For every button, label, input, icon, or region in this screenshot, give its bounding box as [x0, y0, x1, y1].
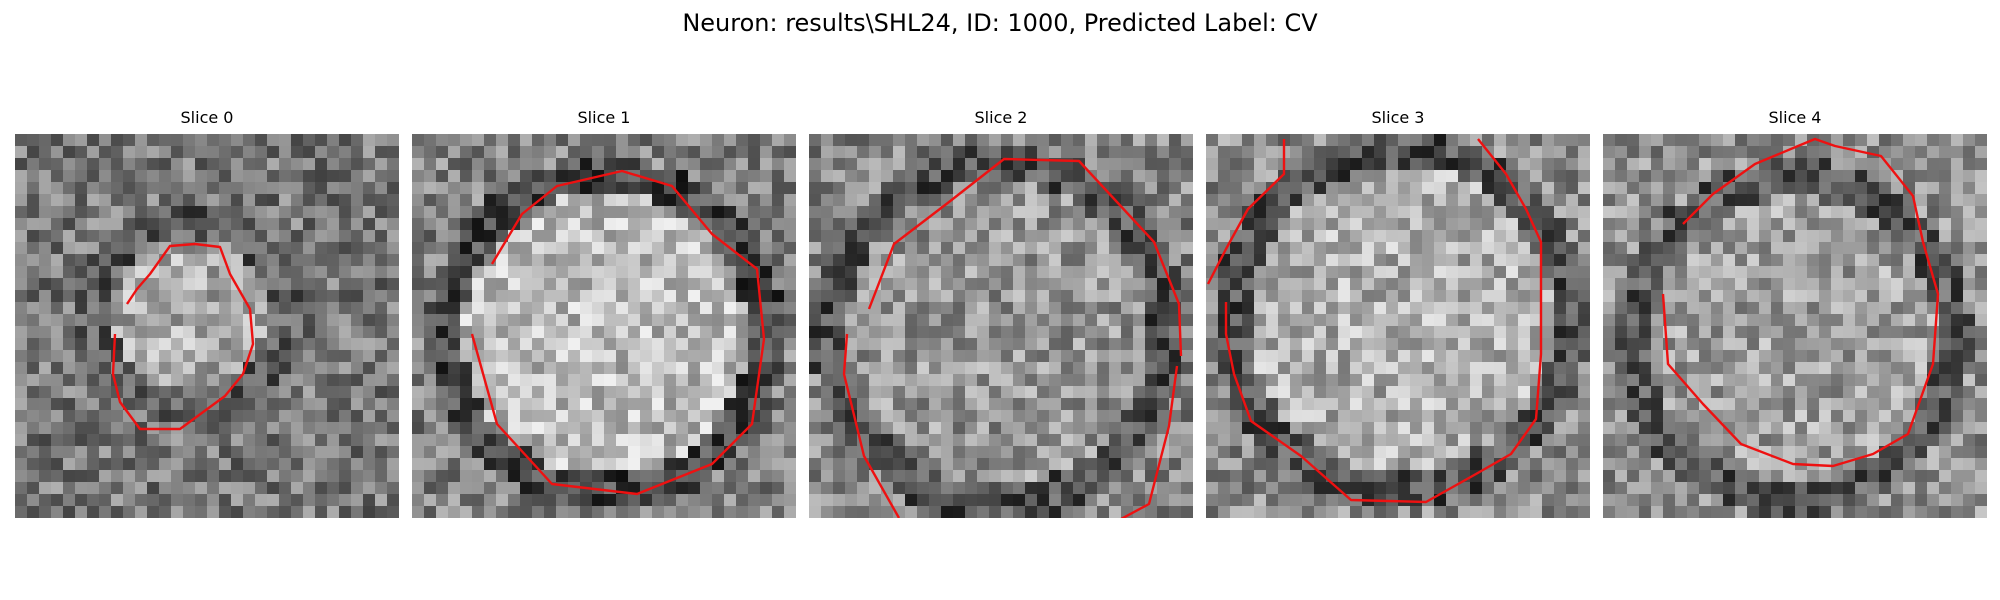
segmentation-contour — [1661, 137, 1940, 468]
slice-image-0 — [15, 134, 399, 518]
segmentation-contour — [867, 157, 1183, 357]
micrograph-pixels — [1603, 134, 1987, 518]
micrograph-pixels — [15, 134, 399, 518]
slice-panel-2: Slice 2 — [809, 108, 1193, 518]
slice-panel-0: Slice 0 — [15, 108, 399, 518]
slice-image-3 — [1206, 134, 1590, 518]
micrograph-pixels — [412, 134, 796, 518]
slice-title-0: Slice 0 — [180, 108, 234, 127]
segmentation-contour — [1224, 138, 1543, 504]
slice-title-2: Slice 2 — [974, 108, 1028, 127]
slice-panel-3: Slice 3 — [1206, 108, 1590, 518]
slice-title-1: Slice 1 — [577, 108, 631, 127]
slice-title-3: Slice 3 — [1371, 108, 1425, 127]
slice-panel-1: Slice 1 — [412, 108, 796, 518]
micrograph-pixels — [1206, 134, 1590, 518]
slice-panel-4: Slice 4 — [1603, 108, 1987, 518]
segmentation-contour — [842, 333, 901, 518]
slice-image-2 — [809, 134, 1193, 518]
segmentation-contour — [470, 169, 766, 496]
slice-title-4: Slice 4 — [1768, 108, 1822, 127]
slice-image-4 — [1603, 134, 1987, 518]
figure-title: Neuron: results\SHL24, ID: 1000, Predict… — [682, 9, 1318, 37]
segmentation-contour — [1206, 139, 1286, 285]
segmentation-contour — [111, 242, 255, 431]
slice-image-1 — [412, 134, 796, 518]
segmentation-contour — [1120, 365, 1179, 518]
micrograph-pixels — [809, 134, 1193, 518]
